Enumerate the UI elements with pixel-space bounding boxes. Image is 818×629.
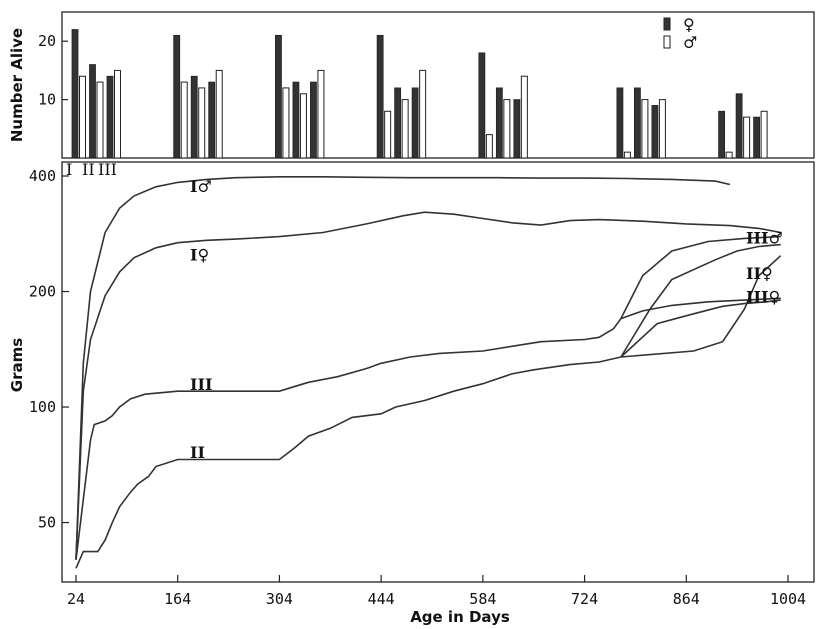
bar-female bbox=[651, 105, 659, 159]
x-tick-label: 1004 bbox=[770, 590, 806, 608]
bar-female bbox=[735, 93, 743, 159]
x-tick-label: 304 bbox=[266, 590, 293, 608]
y-tick-label: 200 bbox=[29, 283, 56, 301]
growth-curve bbox=[620, 235, 781, 319]
growth-curve bbox=[75, 318, 622, 560]
bar-female bbox=[89, 64, 96, 159]
bar-male bbox=[215, 69, 223, 159]
bar-female bbox=[173, 34, 181, 159]
curve-label: III bbox=[190, 375, 212, 394]
curve-label: II♀ bbox=[746, 264, 773, 283]
bar-female bbox=[478, 52, 486, 159]
curve-label: III♀ bbox=[746, 287, 780, 306]
legend-label: ♀ bbox=[683, 15, 695, 34]
bar-male bbox=[623, 151, 631, 159]
growth-panel-frame bbox=[61, 161, 815, 583]
bar-female bbox=[718, 110, 726, 159]
bar-male bbox=[79, 75, 86, 159]
bar-female bbox=[513, 99, 521, 159]
bar-female bbox=[616, 87, 624, 159]
growth-curve bbox=[75, 211, 781, 560]
bar-male bbox=[725, 151, 733, 159]
bar-male bbox=[641, 99, 649, 159]
curve-label: III♂ bbox=[746, 228, 783, 247]
legend-swatch bbox=[663, 35, 671, 49]
bar-male bbox=[485, 134, 493, 159]
x-tick-label: 724 bbox=[571, 590, 598, 608]
bar-female bbox=[208, 81, 216, 159]
curve-label: I♂ bbox=[190, 177, 212, 196]
growth-curve bbox=[620, 299, 781, 358]
bar-male bbox=[503, 99, 511, 159]
bar-male bbox=[384, 110, 392, 159]
growth-curve bbox=[75, 176, 731, 560]
bar-y-tick-label: 20 bbox=[38, 32, 56, 50]
bar-male bbox=[317, 69, 325, 159]
bar-male bbox=[743, 116, 751, 159]
bar-male bbox=[760, 110, 768, 159]
bar-female bbox=[411, 87, 419, 159]
bar-female bbox=[633, 87, 641, 159]
x-tick-label: 164 bbox=[164, 590, 191, 608]
bar-female bbox=[376, 34, 384, 159]
bar-male bbox=[198, 87, 206, 159]
growth-curve bbox=[75, 356, 622, 569]
bar-male bbox=[114, 69, 121, 159]
y-tick-label: 400 bbox=[29, 167, 56, 185]
bar-female bbox=[190, 75, 198, 159]
legend-swatch bbox=[663, 17, 671, 31]
bar-male bbox=[520, 75, 528, 159]
curve-label: I♀ bbox=[190, 246, 209, 265]
bar-male bbox=[658, 99, 666, 159]
bar-female bbox=[292, 81, 300, 159]
bar-panel-frame bbox=[61, 11, 815, 159]
bar-male bbox=[96, 81, 104, 159]
x-tick-label: 444 bbox=[368, 590, 395, 608]
bar-female bbox=[275, 34, 282, 159]
growth-curve bbox=[620, 255, 782, 358]
bar-female bbox=[71, 29, 79, 159]
growth-x-axis-label: Age in Days bbox=[410, 608, 510, 626]
bar-y-axis-label: Number Alive bbox=[8, 28, 26, 142]
growth-curve bbox=[620, 243, 781, 358]
y-tick-label: 100 bbox=[29, 398, 56, 416]
bar-female bbox=[310, 81, 317, 159]
x-tick-label: 24 bbox=[67, 590, 85, 608]
bar-group-label: II bbox=[82, 160, 95, 179]
bar-male bbox=[180, 81, 188, 159]
legend-label: ♂ bbox=[683, 33, 697, 52]
bar-male bbox=[401, 99, 409, 159]
curve-label: II bbox=[190, 443, 205, 462]
bar-y-tick-label: 10 bbox=[38, 91, 56, 109]
bar-female bbox=[106, 75, 114, 159]
bar-male bbox=[299, 93, 307, 159]
bar-female bbox=[394, 87, 402, 159]
bar-female bbox=[753, 116, 761, 159]
bar-male bbox=[282, 87, 290, 159]
bar-group-label: I bbox=[66, 160, 72, 179]
bar-male bbox=[419, 69, 427, 159]
x-tick-label: 584 bbox=[469, 590, 496, 608]
growth-curve bbox=[620, 297, 781, 320]
bar-group-label: III bbox=[98, 160, 117, 179]
bar-female bbox=[495, 87, 503, 159]
growth-y-axis-label: Grams bbox=[8, 338, 26, 392]
x-tick-label: 864 bbox=[673, 590, 700, 608]
y-tick-label: 50 bbox=[38, 514, 56, 532]
